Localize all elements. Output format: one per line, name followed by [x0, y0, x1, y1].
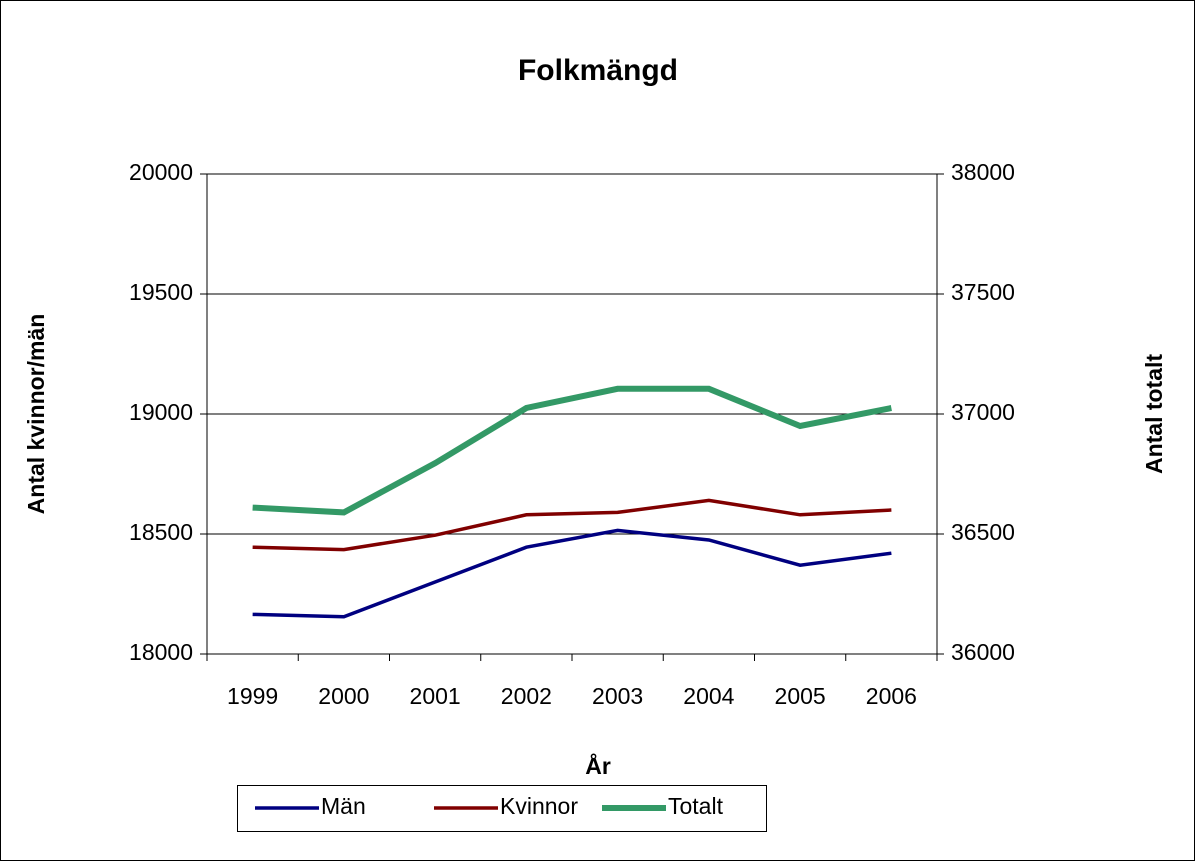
x-tick-label: 1999 — [227, 683, 278, 709]
legend-label: Kvinnor — [500, 793, 578, 819]
series-line — [252, 385, 892, 516]
legend-label: Män — [321, 793, 366, 819]
y2-tick-label: 37500 — [951, 279, 1015, 305]
y2-axis-title: Antal totalt — [1141, 354, 1167, 474]
x-tick-label: 2004 — [683, 683, 734, 709]
y-tick-label: 18500 — [129, 519, 193, 545]
x-tick-label: 2005 — [775, 683, 826, 709]
y-tick-label: 19000 — [129, 399, 193, 425]
chart-title: Folkmängd — [518, 54, 678, 87]
y2-tick-label: 38000 — [951, 159, 1015, 185]
x-tick-label: 2006 — [866, 683, 917, 709]
series-line — [252, 528, 892, 619]
legend-label: Totalt — [668, 793, 724, 819]
x-tick-label: 2001 — [410, 683, 461, 709]
x-tick-label: 2000 — [318, 683, 369, 709]
y2-tick-label: 37000 — [951, 399, 1015, 425]
y2-tick-label: 36000 — [951, 639, 1015, 665]
y-axis-title: Antal kvinnor/män — [23, 314, 49, 515]
x-axis-title: År — [585, 752, 611, 779]
series-line — [252, 498, 892, 552]
x-tick-label: 2002 — [501, 683, 552, 709]
y-tick-label: 18000 — [129, 639, 193, 665]
y2-tick-label: 36500 — [951, 519, 1015, 545]
legend-box — [237, 785, 767, 832]
y-tick-label: 19500 — [129, 279, 193, 305]
x-tick-label: 2003 — [592, 683, 643, 709]
y-tick-label: 20000 — [129, 159, 193, 185]
